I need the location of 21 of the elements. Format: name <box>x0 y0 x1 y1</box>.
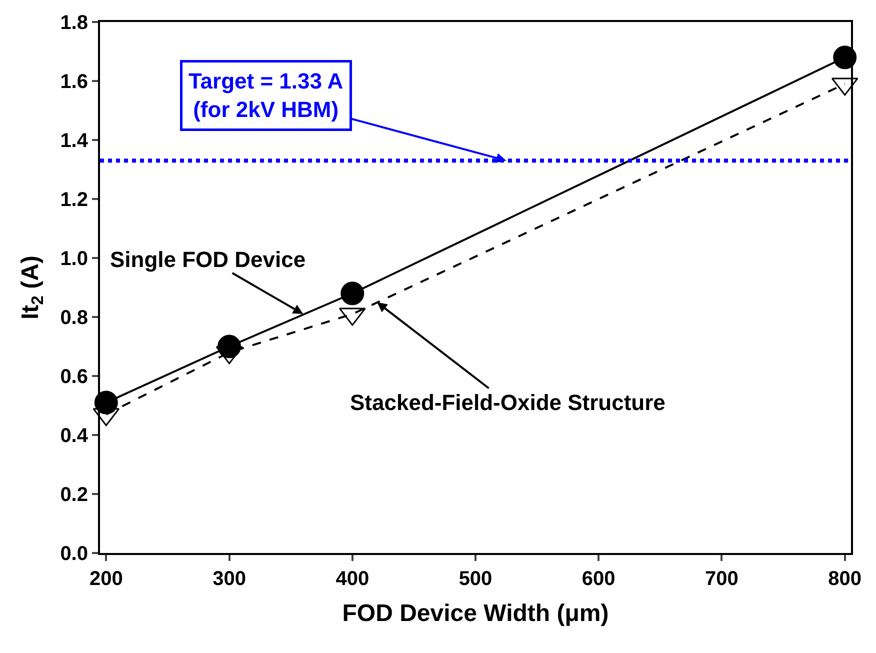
x-tick-label: 300 <box>212 568 246 590</box>
y-tick-label: 0.8 <box>60 307 88 329</box>
y-tick-label: 1.8 <box>60 12 88 34</box>
x-tick-label: 600 <box>582 568 616 590</box>
y-tick-label: 0.0 <box>60 543 88 565</box>
x-tick-label: 500 <box>458 568 492 590</box>
y-tick-label: 1.0 <box>60 248 88 270</box>
y-tick-label: 0.6 <box>60 366 88 388</box>
y-tick-label: 0.4 <box>60 425 89 447</box>
annotation: Stacked-Field-Oxide Structure <box>350 390 666 415</box>
y-tick-label: 0.2 <box>60 484 88 506</box>
y-tick-label: 1.6 <box>60 71 88 93</box>
y-tick-label: 1.2 <box>60 189 88 211</box>
x-tick-label: 700 <box>705 568 738 590</box>
x-tick-label: 800 <box>828 568 862 590</box>
x-tick-label: 200 <box>89 568 123 590</box>
x-axis-title: FOD Device Width (μm) <box>342 600 609 627</box>
x-tick-label: 400 <box>336 568 370 590</box>
y-tick-label: 1.4 <box>60 130 89 152</box>
ref-line-label: Target = 1.33 A (for 2kV HBM) <box>188 68 344 122</box>
annotation: Single FOD Device <box>110 247 306 272</box>
